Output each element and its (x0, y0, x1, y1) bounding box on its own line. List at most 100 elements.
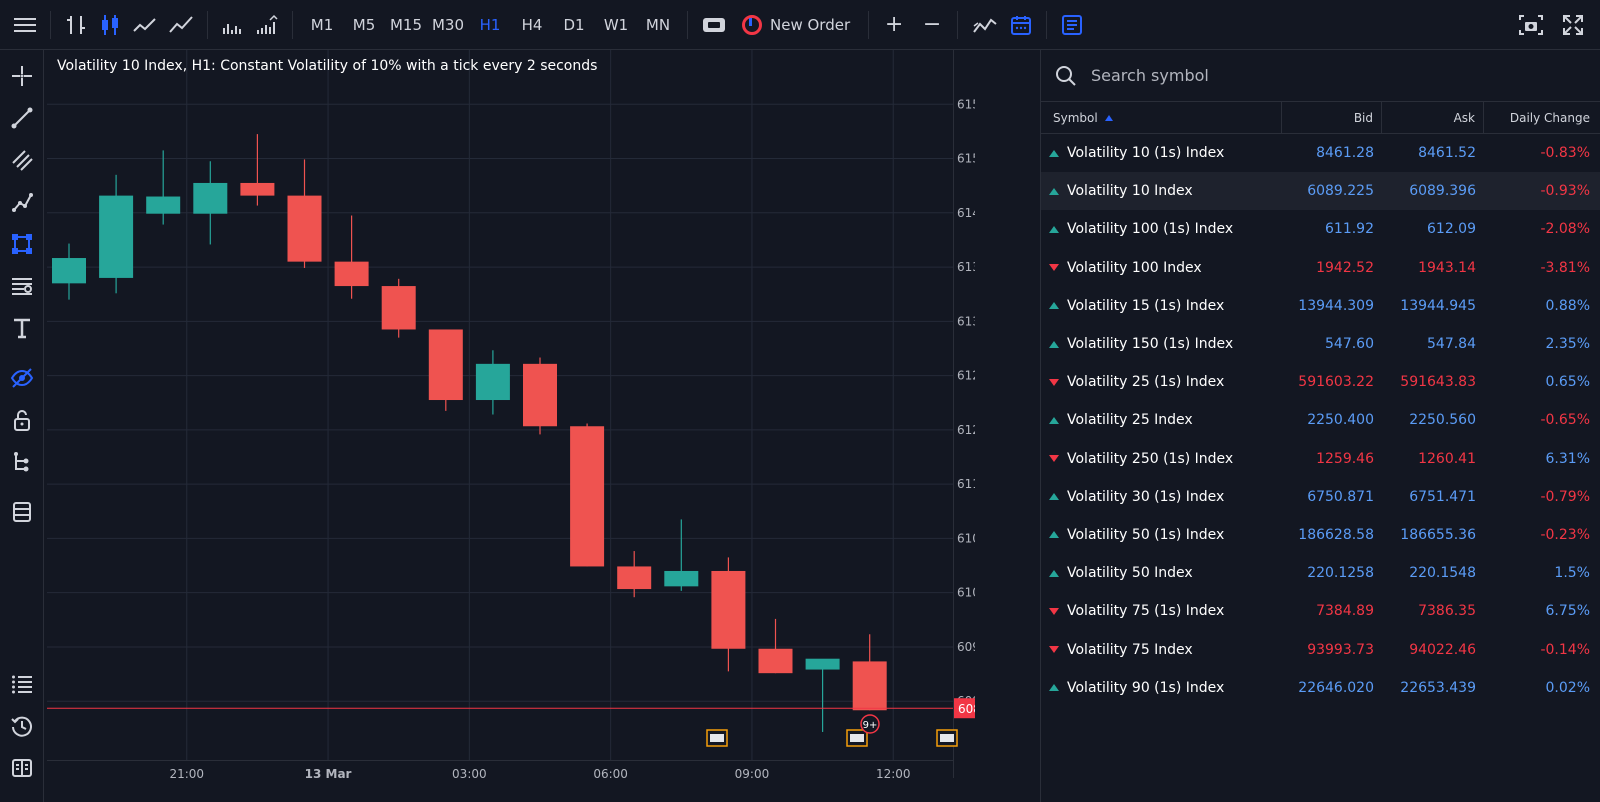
text-tool-icon[interactable] (8, 314, 36, 342)
table-row[interactable]: Volatility 100 Index 1942.52 1943.14 -3.… (1041, 249, 1600, 287)
market-watch-icon[interactable] (1055, 8, 1089, 42)
candlestick-chart[interactable]: 6156.000 6150.000 6144.000 6138.000 6132.000… (47, 50, 1018, 781)
table-row[interactable]: Volatility 25 Index 2250.400 2250.560 -0… (1041, 401, 1600, 439)
table-row[interactable]: Volatility 25 (1s) Index 591603.22 59164… (1041, 363, 1600, 401)
col-ask[interactable]: Ask (1382, 102, 1484, 133)
symbol-cell: Volatility 100 Index (1041, 260, 1282, 276)
candle-body[interactable] (334, 261, 369, 287)
search-input[interactable] (1091, 66, 1491, 85)
timeframe-m1[interactable]: M1 (310, 15, 334, 34)
fullscreen-icon[interactable] (1556, 8, 1590, 42)
x-tick-label: 09:00 (735, 767, 770, 778)
daily-change-cell: -0.93% (1540, 183, 1590, 200)
candle-body[interactable] (758, 648, 793, 674)
area-chart-type-icon[interactable] (163, 8, 199, 42)
trend-line-icon[interactable] (8, 104, 36, 132)
col-bid[interactable]: Bid (1282, 102, 1382, 133)
candle-body[interactable] (146, 196, 181, 214)
candle-body[interactable] (475, 363, 510, 401)
ask-cell: 22653.439 (1400, 679, 1476, 696)
table-row[interactable]: Volatility 30 (1s) Index 6750.871 6751.4… (1041, 478, 1600, 516)
table-row[interactable]: Volatility 50 (1s) Index 186628.58 18665… (1041, 516, 1600, 554)
timeframe-d1[interactable]: D1 (563, 15, 585, 34)
bid-cell: 547.60 (1325, 336, 1374, 353)
candle-body[interactable] (240, 182, 275, 196)
screenshot-icon[interactable] (1512, 8, 1550, 42)
parallel-channel-icon[interactable] (8, 146, 36, 174)
zoom-in-button[interactable]: + (884, 12, 904, 37)
candle-body[interactable] (52, 258, 86, 284)
timeframe-w1[interactable]: W1 (603, 15, 629, 34)
timeframe-h1[interactable]: H1 (479, 15, 501, 34)
one-click-trading-icon[interactable] (696, 8, 732, 42)
timeframe-m5[interactable]: M5 (352, 15, 376, 34)
templates-icon[interactable] (8, 498, 36, 526)
arrow-down-icon (1049, 455, 1059, 463)
shapes-icon[interactable] (8, 230, 36, 258)
candle-body[interactable] (428, 329, 463, 401)
symbol-name: Volatility 75 (1s) Index (1067, 603, 1225, 620)
symbol-name: Volatility 100 (1s) Index (1067, 221, 1234, 238)
bar-chart-type-icon[interactable] (59, 8, 93, 42)
y-tick-label: 6114.000 (957, 477, 975, 491)
arrow-down-icon (1049, 264, 1059, 272)
path-tool-icon[interactable] (8, 188, 36, 216)
candle-body[interactable] (617, 566, 652, 590)
timeframe-m30[interactable]: M30 (431, 15, 465, 34)
crosshair-icon[interactable] (8, 62, 36, 90)
candle-body[interactable] (711, 570, 746, 649)
timeframe-mn[interactable]: MN (645, 15, 671, 34)
hide-drawings-icon[interactable] (8, 364, 36, 392)
col-daily-change[interactable]: Daily Change (1509, 110, 1590, 125)
menu-icon[interactable] (8, 8, 42, 42)
candle-body[interactable] (570, 426, 605, 567)
table-row[interactable]: Volatility 15 (1s) Index 13944.309 13944… (1041, 287, 1600, 325)
arrow-up-icon (1049, 531, 1059, 539)
zoom-out-button[interactable]: − (922, 12, 942, 37)
table-row[interactable]: Volatility 10 Index 6089.225 6089.396 -0… (1041, 172, 1600, 211)
new-order-button[interactable]: New Order (732, 8, 860, 42)
table-row[interactable]: Volatility 90 (1s) Index 22646.020 22653… (1041, 669, 1600, 707)
table-row[interactable]: Volatility 75 Index 93993.73 94022.46 -0… (1041, 630, 1600, 668)
indicators-icon[interactable] (966, 8, 1004, 42)
symbol-cell: Volatility 90 (1s) Index (1041, 680, 1282, 696)
candle-body[interactable] (664, 570, 699, 587)
daily-change-cell: -2.08% (1540, 221, 1590, 238)
line-chart-type-icon[interactable] (127, 8, 163, 42)
timeframe-m15[interactable]: M15 (389, 15, 423, 34)
price-chart[interactable]: 6156.000 6150.000 6144.000 6138.000 6132.000… (47, 50, 1018, 781)
symbol-name: Volatility 50 (1s) Index (1067, 526, 1225, 543)
col-symbol[interactable]: Symbol (1041, 102, 1282, 133)
volume-indicator-icon[interactable] (216, 8, 250, 42)
arrow-up-icon (1049, 187, 1059, 195)
fibonacci-icon[interactable] (8, 272, 36, 300)
object-tree-icon[interactable] (8, 448, 36, 476)
event-count-badge[interactable] (860, 714, 880, 734)
candle-body[interactable] (523, 363, 557, 427)
candle-body[interactable] (99, 195, 134, 278)
table-row[interactable]: Volatility 50 Index 220.1258 220.1548 1.… (1041, 554, 1600, 592)
candle-body[interactable] (852, 661, 887, 711)
search-icon (1056, 65, 1076, 86)
candle-body[interactable] (805, 658, 840, 670)
table-row[interactable]: Volatility 100 (1s) Index 611.92 612.09 … (1041, 210, 1600, 248)
y-tick-label: 6138.000 (957, 260, 975, 274)
candle-body[interactable] (287, 195, 322, 262)
calendar-icon[interactable] (1004, 8, 1038, 42)
event-marker-us-fill (940, 734, 954, 742)
table-row[interactable]: Volatility 250 (1s) Index 1259.46 1260.4… (1041, 440, 1600, 478)
candlestick-chart-type-icon[interactable] (93, 8, 127, 42)
candle-body[interactable] (381, 286, 416, 330)
timeframe-h4[interactable]: H4 (521, 15, 543, 34)
table-row[interactable]: Volatility 75 (1s) Index 7384.89 7386.35… (1041, 592, 1600, 630)
symbol-name: Volatility 250 (1s) Index (1067, 450, 1234, 467)
histogram-indicator-icon[interactable] (250, 8, 284, 42)
journal-icon[interactable] (8, 754, 36, 782)
ask-cell: 6089.396 (1409, 183, 1476, 200)
positions-list-icon[interactable] (8, 670, 36, 698)
candle-body[interactable] (193, 182, 228, 214)
lock-drawings-icon[interactable] (8, 406, 36, 434)
table-row[interactable]: Volatility 150 (1s) Index 547.60 547.84 … (1041, 325, 1600, 363)
history-icon[interactable] (8, 712, 36, 740)
table-row[interactable]: Volatility 10 (1s) Index 8461.28 8461.52… (1041, 134, 1600, 172)
